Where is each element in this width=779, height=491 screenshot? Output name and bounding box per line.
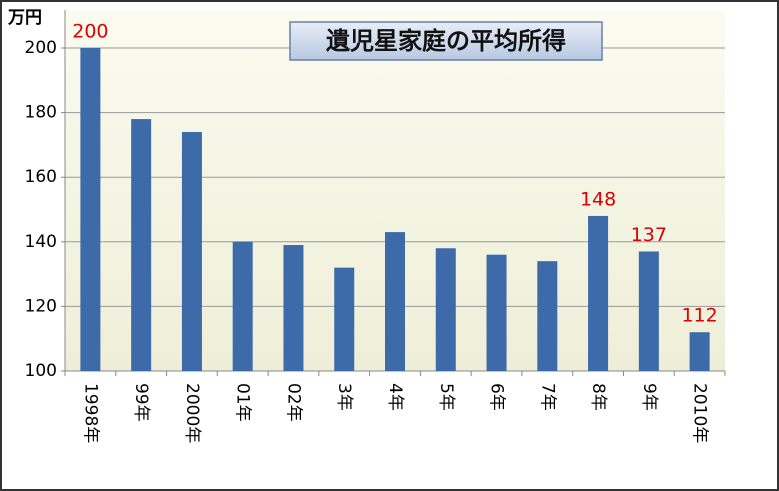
y-tick-label: 200 [25,38,57,58]
x-tick-label: 3年 [334,383,354,411]
x-tick-label: 8年 [588,383,608,411]
x-tick-label: 9年 [639,383,659,411]
x-tick-label: 5年 [436,383,456,411]
x-tick-label: 1998年 [80,383,100,443]
y-unit: 万円 [7,8,42,28]
y-tick-label: 140 [25,232,57,252]
y-tick-label: 160 [25,167,57,187]
x-tick-label: 7年 [537,383,557,411]
chart-title: 遺児星家庭の平均所得 [326,27,566,55]
bar [588,215,609,371]
bar [131,119,152,371]
value-label: 148 [580,188,616,210]
bar [537,261,558,371]
x-tick-label: 2010年 [690,383,710,443]
x-tick-label: 4年 [385,383,405,411]
y-tick-label: 120 [25,296,57,316]
bar [689,332,710,371]
x-tick-label: 6年 [487,383,507,411]
value-label: 112 [681,305,717,327]
bar [232,241,253,371]
y-tick-label: 100 [25,361,57,381]
title-box [289,21,603,61]
x-tick-label: 01年 [233,383,253,422]
x-tick-label: 2000年 [182,383,202,443]
bar [283,245,304,371]
x-tick-label: 99年 [131,383,151,422]
bar [435,248,456,371]
x-tick-label: 02年 [283,383,303,422]
value-label: 137 [631,224,667,246]
bar [385,232,405,371]
bar [486,254,507,371]
bar [80,48,101,371]
bar [181,131,202,371]
bar [334,267,355,371]
value-label: 200 [72,21,108,43]
y-tick-label: 180 [25,103,57,123]
bar [638,251,659,371]
